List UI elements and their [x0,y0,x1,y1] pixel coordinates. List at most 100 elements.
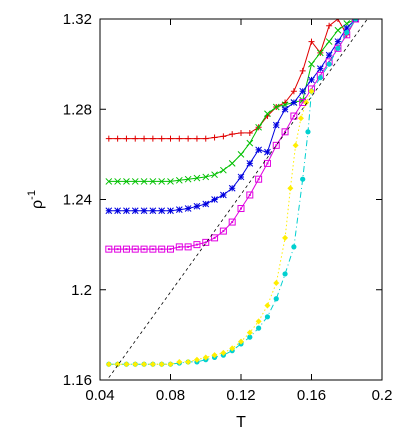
data-point [352,19,359,22]
data-point [237,173,245,181]
data-point [193,241,201,249]
data-point [237,151,245,158]
data-point-core [107,248,110,251]
data-point [219,227,227,235]
data-point [123,207,130,215]
data-point [211,234,219,242]
data-point [228,160,236,167]
x-tick-label: 0.12 [226,387,255,404]
data-point-core [178,245,181,248]
data-point [334,26,342,34]
data-point [292,142,299,149]
series-2-line [108,19,356,212]
data-point [238,338,244,345]
data-point [305,129,311,135]
data-point [290,88,297,95]
series-1-line [108,19,356,182]
data-point [299,87,307,95]
data-point [308,88,315,95]
series-2 [105,19,359,215]
data-point [176,358,183,365]
data-point [140,207,148,215]
data-point [264,148,271,156]
x-tick-label: 0.08 [156,387,185,404]
data-point [290,112,298,120]
series-6-line [108,19,368,378]
data-point [132,135,139,142]
data-point [193,202,201,210]
data-point [185,135,192,142]
data-point-core [187,245,190,248]
series-5 [105,88,315,368]
data-point [264,314,271,320]
data-point [149,178,157,185]
data-point [193,356,200,363]
data-point [105,361,112,368]
series-1 [105,19,359,185]
data-point [105,207,113,215]
data-point [273,279,280,286]
data-point [175,243,183,251]
data-point-core [248,193,251,196]
data-point [220,349,227,356]
data-point [334,19,341,22]
data-point [167,245,174,253]
y-tick-label: 1.32 [63,11,92,28]
data-point [316,49,324,57]
data-point [105,245,113,253]
x-axis-label: T [236,414,246,431]
data-point [282,271,288,277]
data-point [158,178,166,185]
data-point [158,135,165,142]
data-point [114,245,122,253]
data-point [140,245,148,253]
data-point-core [301,101,304,104]
data-point [229,345,236,352]
data-point-core [292,115,295,118]
data-point-core [204,241,207,244]
data-point-core [240,207,242,210]
data-point-core [169,248,172,251]
data-point-core [284,130,287,133]
data-point [228,218,236,226]
data-point [175,176,183,184]
data-point [281,128,289,136]
data-point [167,135,174,142]
data-point [335,45,341,51]
data-point [167,207,174,215]
data-point [149,245,157,253]
data-point [193,135,200,142]
data-point-core [134,248,137,251]
data-point [228,184,236,192]
data-point [123,361,130,368]
data-point [202,238,210,246]
data-point [149,207,157,215]
data-point [273,296,279,302]
data-point [237,205,245,213]
data-point [149,361,156,368]
data-point [229,131,236,138]
data-point [325,38,333,45]
data-point-core [195,243,198,246]
data-point [131,178,139,185]
data-point [141,135,148,142]
data-point [263,159,271,167]
data-point [220,166,227,174]
data-point [326,61,332,67]
data-point [114,178,121,185]
data-point [272,121,280,129]
data-point [247,334,253,340]
data-point-core [257,178,260,181]
data-point [114,207,121,215]
data-point [132,361,139,368]
plot-frame [99,18,383,381]
y-tick-label: 1.28 [63,101,92,118]
data-point [299,67,306,74]
y-tick-label: 1.24 [63,192,92,209]
data-point [246,191,254,199]
y-tick-label: 1.2 [71,282,92,299]
data-point [326,22,333,29]
data-point [193,174,201,182]
data-point [303,99,310,106]
